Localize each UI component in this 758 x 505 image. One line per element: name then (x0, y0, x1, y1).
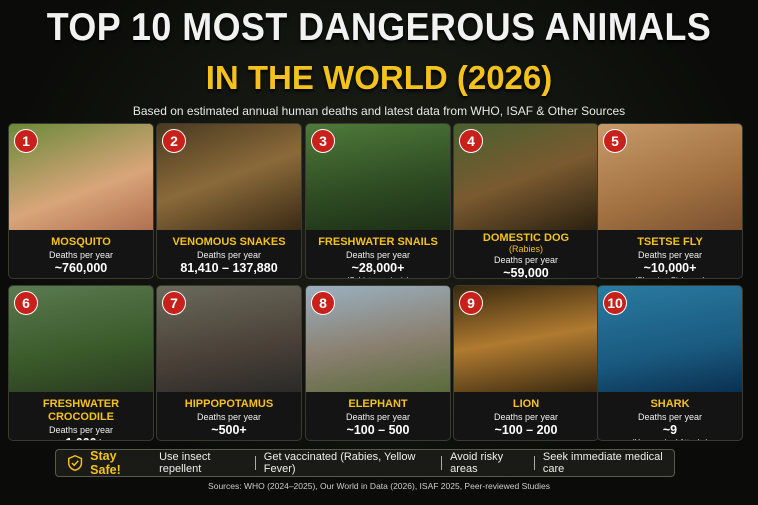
rank-badge: 7 (162, 291, 186, 315)
title-line2: IN THE WORLD (2026) (205, 59, 553, 96)
rank-badge: 2 (162, 129, 186, 153)
sources: Sources: WHO (2024–2025), Our World in D… (208, 481, 550, 491)
card-text: DOMESTIC DOG (Rabies) Deaths per year ~59,0… (454, 232, 598, 279)
deaths-label: Deaths per year (196, 250, 262, 260)
rank-badge: 5 (603, 129, 627, 153)
deaths-value: ~10,000+ (643, 261, 697, 275)
animal-card: 9 LION Deaths per year ~100 – 200 (453, 285, 599, 441)
animal-name: SHARK (650, 398, 690, 410)
animal-card: 10 SHARK Deaths per year~9(Unprovoked Atta… (597, 285, 743, 441)
animal-name: DOMESTIC DOG (482, 232, 570, 244)
animal-name: MOSQUITO (51, 236, 111, 248)
deaths-label: Deaths per year (345, 250, 411, 260)
separator (441, 456, 443, 470)
card-text: ELEPHANT Deaths per year ~100 – 500 (306, 398, 450, 438)
rank-badge: 3 (311, 129, 335, 153)
animal-card: 8 ELEPHANT Deaths per year ~100 – 500 (305, 285, 451, 441)
rank-badge: 4 (459, 129, 483, 153)
deaths-value: ~59,000 (503, 266, 549, 279)
card-text: HIPPOPOTAMUS Deaths per year ~500+ (157, 398, 301, 438)
safety-tip: Get vaccinated (Rabies, Yellow Fever) (263, 451, 416, 475)
safety-tip: Use insect repellent (159, 451, 211, 475)
animal-card: 4 DOMESTIC DOG (Rabies) Deaths per year ~59,… (453, 123, 599, 279)
title: TOP 10 MOST DANGEROUS ANIMALS (46, 6, 712, 49)
shield-icon (67, 454, 83, 472)
animal-name: FRESHWATER CROCODILE (42, 398, 120, 423)
animal-card: 6 FRESHWATER CROCODILE Deaths per year~1,0… (8, 285, 154, 441)
card-text: TSETSE FLY Deaths per year~10,000+(Sleepi… (598, 236, 742, 278)
deaths-value: 81,410 – 137,880 (180, 261, 278, 275)
animal-card: 2 VENOMOUS SNAKES Deaths per year 81,410 – … (156, 123, 302, 279)
deaths-label: Deaths per year (48, 425, 114, 435)
deaths-label: Deaths per year (48, 250, 114, 260)
deaths-label: Deaths per year (637, 250, 703, 260)
card-text: MOSQUITO Deaths per year ~760,000 (9, 236, 153, 276)
safety-title: Stay Safe! (90, 449, 121, 477)
animal-name: ELEPHANT (348, 398, 408, 410)
rank-badge: 6 (14, 291, 38, 315)
animal-card: 7 HIPPOPOTAMUS Deaths per year ~500+ (156, 285, 302, 441)
animal-card: 3 FRESHWATER SNAILS Deaths per year ~28,000… (305, 123, 451, 279)
deaths-label: Deaths per year (637, 412, 703, 422)
card-text: FRESHWATER CROCODILE Deaths per year~1,00… (9, 398, 153, 440)
deaths-value: ~760,000 (54, 261, 108, 275)
deaths-detail: (Unprovoked Attacks) (598, 438, 742, 440)
deaths-label: Deaths per year (493, 412, 559, 422)
animal-name: VENOMOUS SNAKES (172, 236, 286, 248)
animal-note: (Rabies) (508, 244, 543, 254)
card-text: LION Deaths per year ~100 – 200 (454, 398, 598, 438)
subtitle: Based on estimated annual human deaths a… (132, 104, 626, 118)
animal-name: FRESHWATER SNAILS (318, 236, 438, 248)
card-text: VENOMOUS SNAKES Deaths per year 81,410 – 1… (157, 236, 301, 276)
separator (534, 456, 535, 470)
card-text: SHARK Deaths per year~9(Unprovoked Attack… (598, 398, 742, 440)
deaths-label: Deaths per year (345, 412, 411, 422)
safety-tip: Avoid risky areas (450, 451, 504, 475)
deaths-value: ~500+ (211, 423, 247, 437)
rank-badge: 10 (603, 291, 627, 315)
rank-badge: 1 (14, 129, 38, 153)
animal-name: LION (512, 398, 540, 410)
deaths-value: ~9 (662, 423, 678, 437)
card-text: FRESHWATER SNAILS Deaths per year ~28,000+… (306, 236, 450, 278)
safety-bar: Stay Safe! Use insect repellent Get vacci… (55, 449, 675, 477)
deaths-detail: (Sleeping Sickness) (598, 276, 742, 278)
deaths-label: Deaths per year (196, 412, 262, 422)
animal-name: HIPPOPOTAMUS (184, 398, 274, 410)
deaths-value: ~100 – 200 (494, 423, 558, 437)
deaths-label: Deaths per year (493, 255, 559, 265)
rank-badge: 9 (459, 291, 483, 315)
safety-tip: Seek immediate medical care (542, 451, 663, 475)
deaths-detail: (Schistosomiasis) (306, 276, 450, 278)
deaths-value: ~100 – 500 (346, 423, 410, 437)
separator (254, 456, 256, 470)
rank-badge: 8 (311, 291, 335, 315)
animal-card: 5 TSETSE FLY Deaths per year~10,000+(Sleep… (597, 123, 743, 279)
animal-card: 1 MOSQUITO Deaths per year ~760,000 (8, 123, 154, 279)
animal-name: TSETSE FLY (637, 236, 703, 248)
deaths-value: ~28,000+ (351, 261, 405, 275)
deaths-value: ~1,000+ (9, 436, 153, 440)
